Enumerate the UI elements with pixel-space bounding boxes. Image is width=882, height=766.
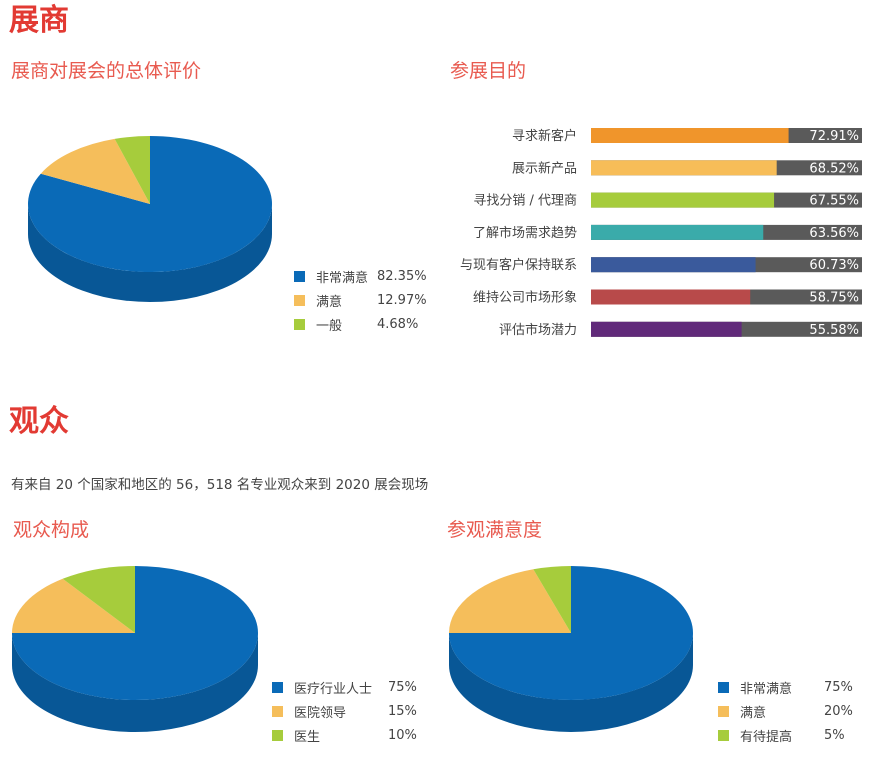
visitor-satisfaction-legend-value-2: 5% [824,727,845,743]
visitor-composition-pie [12,566,258,732]
visitor-composition-pie-slice-2 [62,566,135,633]
exhibitor-purpose-title: 参展目的 [450,60,527,82]
purpose-bar-value-2: 67.55% [809,194,859,209]
visitor-composition-legend: 医疗行业人士 75% 医院领导 15% 医生 10% [272,679,442,751]
purpose-bar-5 [591,289,751,305]
visitor-satisfaction-legend-value-0: 75% [824,679,853,695]
purpose-bar-value-5: 58.75% [809,291,859,306]
visitor-satisfaction-legend-item-2: 有待提高 5% [718,727,868,745]
exhibitor-satisfaction-legend-label-1: 满意 [316,294,343,310]
visitor-composition-legend-value-1: 15% [388,703,417,719]
purpose-bar-value-0: 72.91% [809,129,859,144]
visitor-composition-title: 观众构成 [13,519,90,541]
visitor-composition-legend-item-2: 医生 10% [272,727,442,745]
visitor-composition-pie-side-0 [12,633,258,732]
exhibitor-satisfaction-legend-label-2: 一般 [316,318,343,334]
visitor-satisfaction-legend-label-0: 非常满意 [740,681,793,697]
visitor-satisfaction-legend-item-1: 满意 20% [718,703,868,721]
visitor-description: 有来自 20 个国家和地区的 56，518 名专业观众来到 2020 展会现场 [11,477,429,493]
exhibitor-satisfaction-legend-item-1: 满意 12.97% [294,292,474,310]
purpose-category-label-4: 与现有客户保持联系 [460,257,577,273]
visitor-composition-legend-swatch-0 [272,681,283,693]
visitor-section-title: 观众 [9,404,69,439]
exhibitor-satisfaction-legend-item-2: 一般 4.68% [294,316,474,334]
purpose-bar-4 [591,257,756,273]
exhibitor-satisfaction-pie [28,136,273,302]
purpose-bar-value-1: 68.52% [809,161,859,176]
visitor-satisfaction-title: 参观满意度 [447,519,543,541]
purpose-bar-6 [591,321,742,337]
exhibitor-satisfaction-legend-value-0: 82.35% [377,268,427,284]
purpose-category-label-1: 展示新产品 [512,160,577,176]
visitor-composition-legend-swatch-1 [272,705,283,717]
visitor-satisfaction-pie [449,566,693,732]
exhibitor-satisfaction-pie-slice-1 [40,138,150,204]
exhibitor-purpose-bar-chart: 寻求新客户 72.91% 展示新产品 68.52% 寻找分销 / 代理商 67.55% 了解… [460,128,862,338]
exhibitor-satisfaction-legend-value-1: 12.97% [377,292,427,308]
exhibitor-section-title: 展商 [9,3,69,38]
exhibitor-satisfaction-legend-item-0: 非常满意 82.35% [294,268,474,286]
visitor-composition-legend-item-0: 医疗行业人士 75% [272,679,442,697]
exhibitor-satisfaction-legend-label-0: 非常满意 [316,270,369,286]
purpose-bar-1 [591,160,777,176]
visitor-satisfaction-legend-label-2: 有待提高 [740,729,793,745]
exhibitor-satisfaction-legend: 非常满意 82.35% 满意 12.97% 一般 4.68% [294,268,474,340]
exhibitor-satisfaction-legend-swatch-1 [294,294,305,306]
exhibitor-satisfaction-pie-side-0 [28,204,272,302]
purpose-bar-value-4: 60.73% [809,258,859,273]
visitor-composition-legend-swatch-2 [272,729,283,741]
exhibitor-satisfaction-legend-swatch-0 [294,270,305,282]
purpose-category-label-3: 了解市场需求趋势 [473,225,577,241]
purpose-bar-0 [591,128,789,143]
exhibitor-satisfaction-legend-value-2: 4.68% [377,316,419,332]
visitor-composition-legend-label-0: 医疗行业人士 [294,681,373,697]
visitor-satisfaction-legend-label-1: 满意 [740,705,767,721]
visitor-satisfaction-legend: 非常满意 75% 满意 20% 有待提高 5% [718,679,868,751]
visitor-composition-legend-value-0: 75% [388,679,417,695]
purpose-category-label-5: 维持公司市场形象 [473,290,577,306]
purpose-category-label-0: 寻求新客户 [512,128,577,144]
visitor-satisfaction-legend-value-1: 20% [824,703,853,719]
visitor-satisfaction-legend-item-0: 非常满意 75% [718,679,868,697]
visitor-composition-pie-slice-1 [12,578,135,633]
exhibitor-satisfaction-pie-slice-2 [114,136,150,204]
visitor-composition-legend-label-2: 医生 [294,729,321,745]
visitor-satisfaction-pie-side-0 [449,633,693,732]
purpose-category-label-2: 寻找分销 / 代理商 [473,194,577,209]
visitor-composition-legend-item-1: 医院领导 15% [272,703,442,721]
visitor-composition-legend-label-1: 医院领导 [294,705,347,721]
purpose-bar-value-3: 63.56% [809,226,859,241]
exhibitor-satisfaction-title: 展商对展会的总体评价 [11,60,202,82]
visitor-composition-legend-value-2: 10% [388,727,417,743]
visitor-satisfaction-pie-slice-2 [533,566,571,633]
purpose-bar-value-6: 55.58% [809,323,859,338]
visitor-satisfaction-legend-swatch-2 [718,729,729,741]
visitor-satisfaction-pie-slice-1 [449,569,571,633]
visitor-satisfaction-legend-swatch-0 [718,681,729,693]
visitor-satisfaction-legend-swatch-1 [718,705,729,717]
exhibitor-satisfaction-legend-swatch-2 [294,318,305,330]
purpose-bar-2 [591,192,775,208]
purpose-category-label-6: 评估市场潜力 [499,322,577,338]
purpose-bar-3 [591,224,764,240]
